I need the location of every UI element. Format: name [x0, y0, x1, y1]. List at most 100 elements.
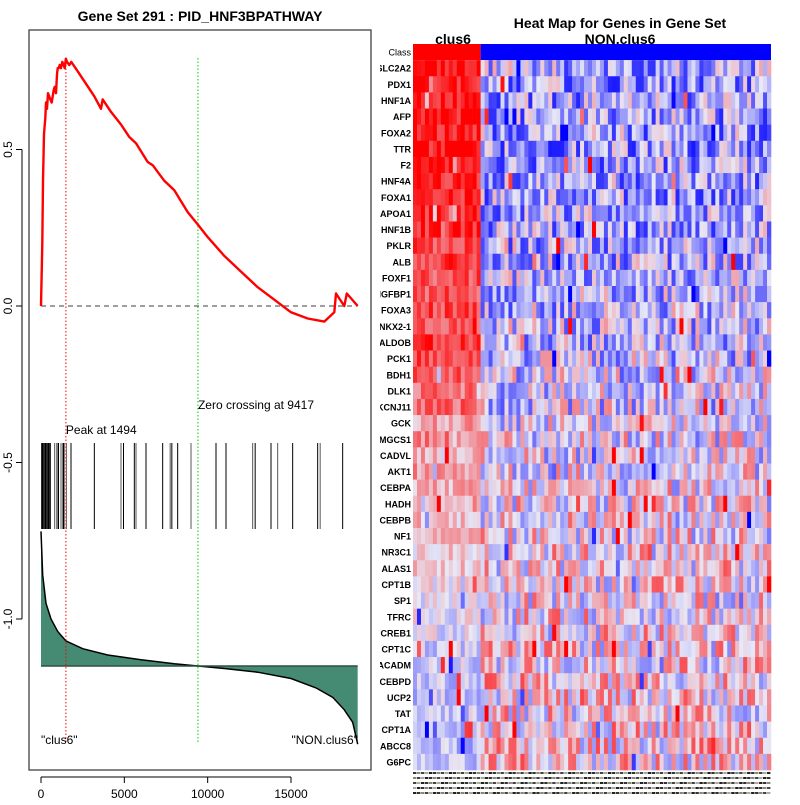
- sample-label-mark: [735, 777, 739, 779]
- heatmap-cell: [727, 657, 732, 674]
- heatmap-cell: [647, 124, 652, 142]
- heatmap-cell: [691, 269, 696, 287]
- heatmap-cell: [679, 528, 684, 545]
- heatmap-cell: [759, 221, 764, 238]
- heatmap-cell: [536, 673, 541, 690]
- heatmap-cell: [524, 463, 529, 480]
- heatmap-cell: [416, 398, 422, 416]
- heatmap-cell: [731, 173, 736, 190]
- heatmap-cell: [755, 447, 760, 464]
- heatmap-cell: [691, 576, 696, 593]
- heatmap-cell: [496, 156, 501, 174]
- heatmap-cell: [476, 205, 481, 222]
- heatmap-cell: [488, 334, 493, 351]
- sample-label-mark: [631, 787, 636, 789]
- heatmap-cell: [735, 350, 740, 367]
- heatmap-cell: [687, 511, 692, 529]
- heatmap-cell: [607, 431, 613, 448]
- heatmap-cell: [564, 124, 569, 142]
- heatmap-cell: [643, 608, 648, 626]
- heatmap-cell: [488, 511, 493, 529]
- heatmap-cell: [739, 398, 744, 416]
- heatmap-cell: [580, 624, 585, 642]
- heatmap-cell: [703, 318, 708, 335]
- heatmap-cell: [424, 463, 430, 480]
- heatmap-cell: [576, 253, 581, 271]
- heatmap-cell: [556, 221, 561, 238]
- heatmap-cell: [635, 528, 641, 545]
- heatmap-cell: [759, 511, 764, 529]
- sample-label-mark: [727, 772, 731, 774]
- heatmap-cell: [440, 705, 446, 722]
- heatmap-cell: [540, 318, 545, 335]
- heatmap-cell: [691, 302, 696, 319]
- heatmap-cell: [448, 108, 454, 125]
- heatmap-cell: [580, 60, 585, 77]
- heatmap-cell: [568, 269, 573, 287]
- heatmap-cell: [476, 140, 481, 158]
- heatmap-cell: [468, 673, 473, 690]
- heatmap-cell: [611, 592, 617, 609]
- heatmap-cell: [552, 673, 557, 690]
- heatmap-cell: [727, 286, 732, 303]
- heatmap-cell: [635, 92, 641, 109]
- y-tick-label: 0.5: [1, 141, 15, 158]
- heatmap-cell: [556, 318, 561, 335]
- heatmap-cell: [528, 302, 533, 319]
- heatmap-cell: [623, 189, 629, 206]
- heatmap-cell: [651, 415, 656, 432]
- heatmap-cell: [603, 657, 609, 674]
- heatmap-cell: [655, 382, 660, 400]
- annotation-lines: [65, 58, 199, 744]
- heatmap-cell: [413, 334, 418, 351]
- sample-label-mark: [572, 787, 576, 789]
- sample-label-mark: [611, 777, 616, 779]
- heatmap-cell: [540, 528, 545, 545]
- heatmap-cell: [635, 495, 641, 513]
- heatmap-cell: [643, 560, 648, 577]
- sample-label-mark: [735, 787, 739, 789]
- heatmap-cell: [504, 431, 509, 448]
- heatmap-cell: [711, 511, 716, 529]
- heatmap-cell: [528, 334, 533, 351]
- heatmap-cell: [663, 673, 668, 690]
- heatmap-cell: [476, 640, 481, 658]
- heatmap-cell: [755, 479, 760, 497]
- heatmap-cell: [488, 398, 493, 416]
- heatmap-cell: [544, 592, 549, 609]
- heatmap-cell: [520, 221, 525, 238]
- heatmap-cell: [715, 479, 720, 497]
- heatmap-cell: [751, 624, 756, 642]
- sample-label-mark: [627, 787, 632, 789]
- heatmap-cell: [751, 721, 756, 739]
- sample-label-mark: [615, 787, 620, 789]
- heatmap-cell: [703, 479, 708, 497]
- sample-label-mark: [416, 787, 421, 789]
- heatmap-cell: [488, 447, 493, 464]
- heatmap-cell: [436, 753, 442, 771]
- heatmap-cell: [631, 253, 637, 271]
- class-label-right: "NON.clus6": [291, 733, 358, 747]
- heatmap-cell: [548, 253, 553, 271]
- heatmap-cell: [727, 592, 732, 609]
- heatmap-cell: [703, 431, 708, 448]
- heatmap-cell: [524, 205, 529, 222]
- heatmap-cell: [727, 576, 732, 593]
- heatmap-cell: [603, 431, 609, 448]
- heatmap-cell: [719, 366, 724, 384]
- heatmap-cell: [627, 624, 633, 642]
- heatmap-cell: [759, 592, 764, 609]
- heatmap-cell: [416, 334, 422, 351]
- heatmap-cell: [703, 511, 708, 529]
- heatmap-cell: [675, 479, 680, 497]
- heatmap-cell: [548, 673, 553, 690]
- heatmap-cell: [524, 737, 529, 755]
- heatmap-cell: [516, 463, 521, 480]
- heatmap-cell: [663, 140, 668, 158]
- heatmap-cell: [683, 737, 688, 755]
- heatmap-cell: [651, 447, 656, 464]
- heatmap-cell: [476, 398, 481, 416]
- heatmap-cell: [627, 92, 633, 109]
- heatmap-cell: [719, 431, 724, 448]
- heatmap-cell: [528, 269, 533, 287]
